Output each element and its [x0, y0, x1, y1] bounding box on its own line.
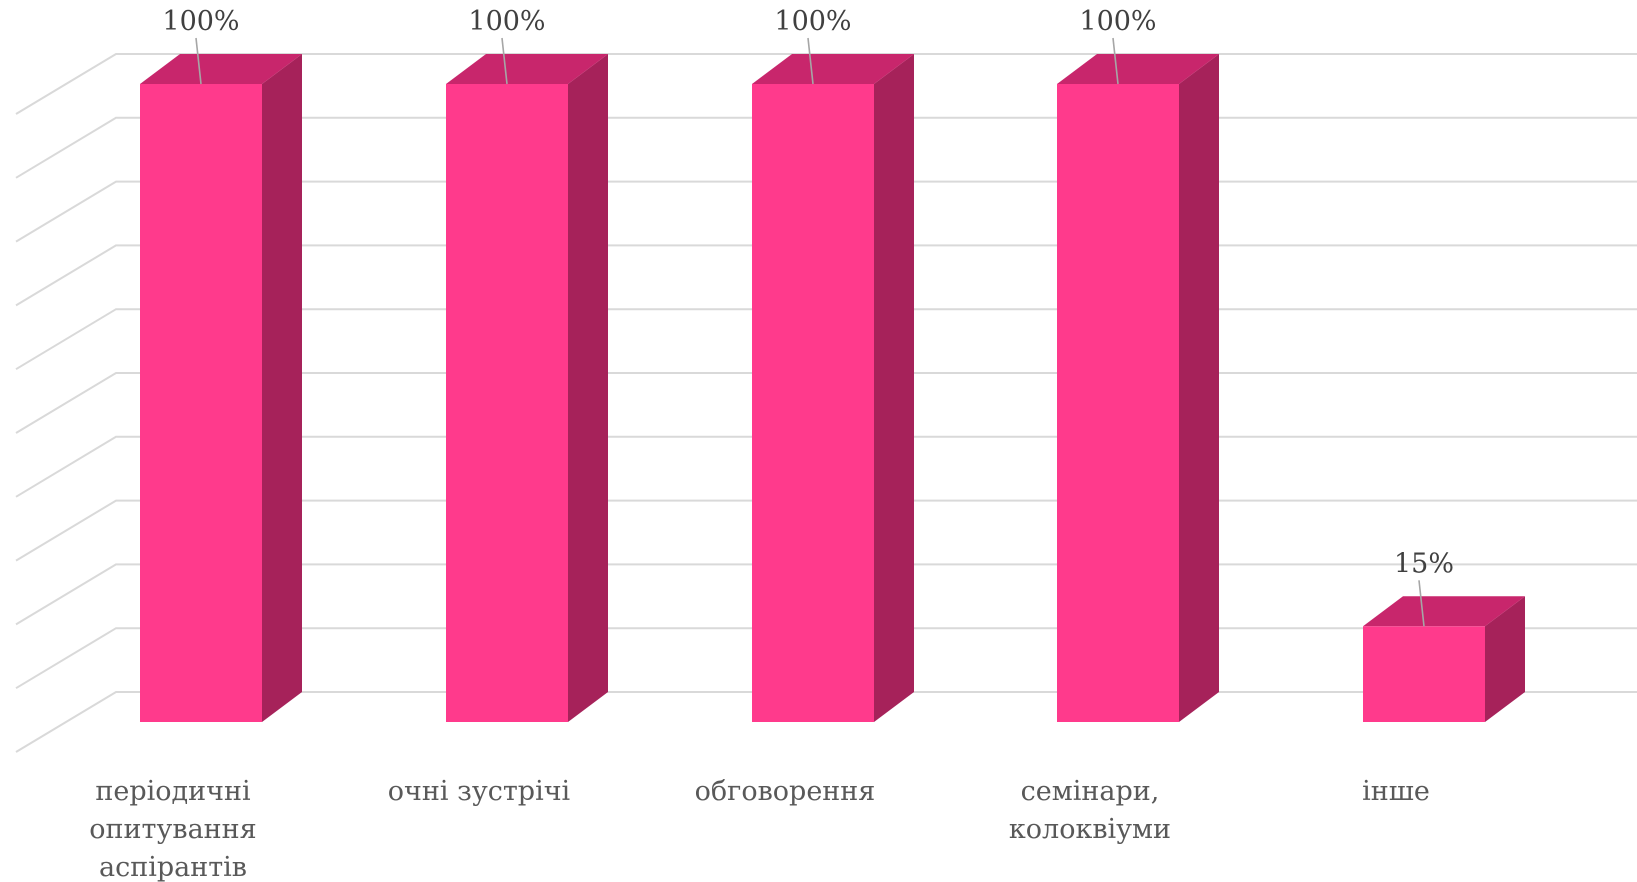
category-labels: періодичні опитування аспірантів очні зустр…	[89, 776, 1430, 882]
category-label: семінари, колоквіуми	[1009, 776, 1171, 845]
bar-top-face	[446, 54, 608, 84]
category-label: інше	[1362, 776, 1430, 807]
bar-side-face	[1485, 596, 1525, 722]
bar	[752, 54, 914, 722]
data-label: 100%	[468, 6, 545, 37]
category-label-line: обговорення	[695, 776, 876, 807]
data-label: 100%	[162, 6, 239, 37]
bar-front-face	[1363, 626, 1485, 722]
bar-top-face	[140, 54, 302, 84]
data-label-leader	[195, 37, 202, 85]
data-labels: 100% 100% 100% 100% 15%	[162, 6, 1454, 627]
category-label-line: колоквіуми	[1009, 814, 1171, 845]
bar-top-face	[1363, 596, 1525, 627]
category-label-line: очні зустрічі	[388, 776, 571, 807]
category-label: періодичні опитування аспірантів	[89, 776, 256, 882]
bar-front-face	[752, 84, 874, 722]
category-label-line: періодичні	[95, 776, 251, 807]
bar-side-face	[874, 54, 914, 722]
category-label-line: семінари,	[1021, 776, 1160, 807]
data-label: 15%	[1394, 548, 1454, 579]
data-label: 100%	[774, 6, 851, 37]
bar-side-face	[568, 54, 608, 722]
category-label-line: інше	[1362, 776, 1430, 807]
data-label: 100%	[1079, 6, 1156, 37]
bar	[140, 54, 302, 722]
category-label: очні зустрічі	[388, 776, 571, 807]
category-label-line: аспірантів	[99, 852, 247, 882]
bar-front-face	[446, 84, 568, 722]
bar	[1057, 54, 1219, 722]
bar-front-face	[1057, 84, 1179, 722]
bar	[1363, 596, 1525, 722]
bar-front-face	[140, 84, 262, 722]
category-label: обговорення	[695, 776, 876, 807]
category-label-line: опитування	[89, 814, 256, 845]
bar-side-face	[262, 54, 302, 722]
data-label-leader	[807, 37, 814, 85]
bar-top-face	[1057, 54, 1219, 84]
bar	[446, 54, 608, 722]
data-label-leader	[501, 37, 508, 85]
bars	[140, 54, 1525, 722]
data-label-leader	[1418, 580, 1425, 627]
bar-side-face	[1179, 54, 1219, 722]
bar-top-face	[752, 54, 914, 84]
data-label-leader	[1112, 37, 1119, 85]
